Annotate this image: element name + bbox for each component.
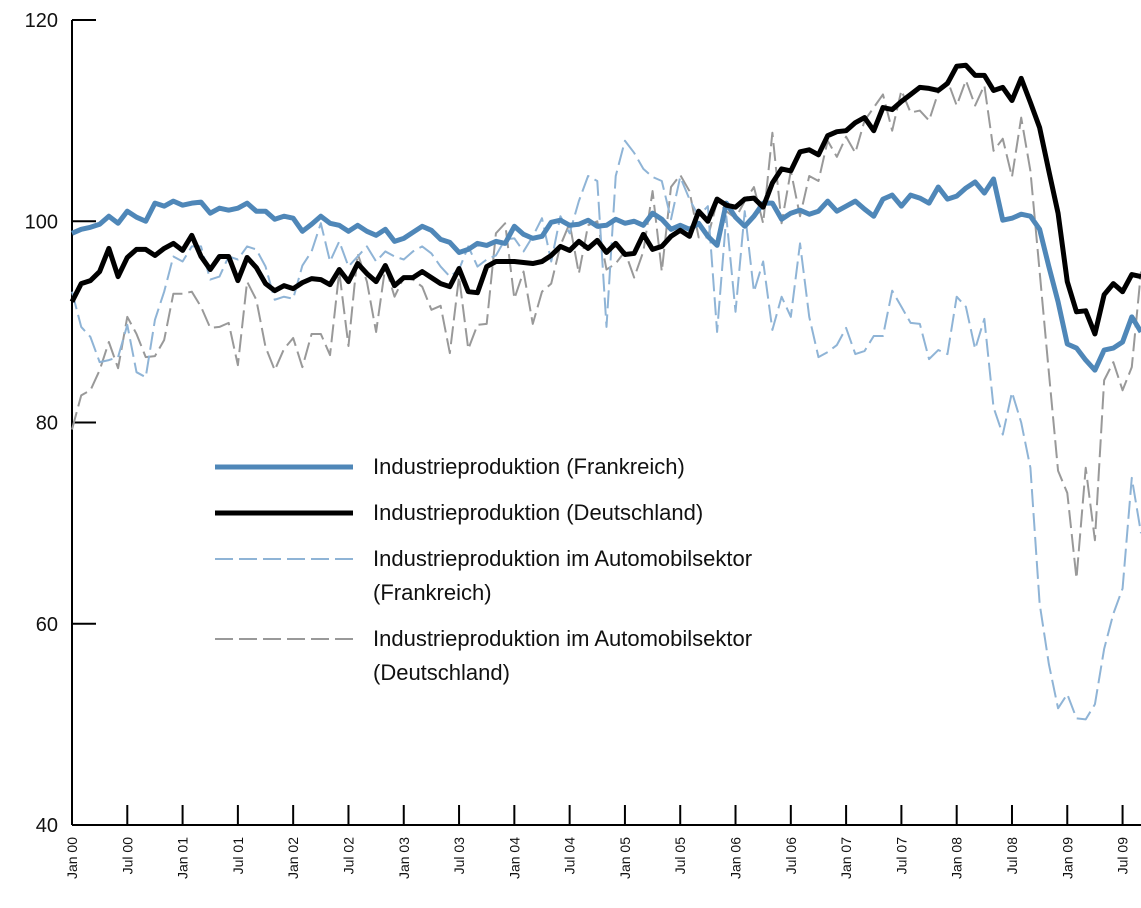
legend-swatch <box>215 558 353 560</box>
legend-label: Industrieproduktion (Frankreich) <box>373 454 685 479</box>
legend-swatch <box>215 510 353 516</box>
series-line <box>71 79 1141 580</box>
x-tick-label: Jul 06 <box>783 837 799 875</box>
y-tick-label: 120 <box>25 10 58 32</box>
x-tick-label: Jan 09 <box>1059 837 1075 879</box>
x-tick-label: Jul 00 <box>119 837 135 875</box>
x-tick-label: Jul 03 <box>451 837 467 875</box>
legend-label: Industrieproduktion (Deutschland) <box>373 500 704 525</box>
legend-item: Industrieproduktion (Frankreich) <box>215 450 753 484</box>
x-tick-label: Jan 06 <box>728 837 744 879</box>
legend-item: Industrieproduktion im Automobilsektor (… <box>215 542 753 610</box>
x-tick-label: Jul 01 <box>230 837 246 875</box>
x-tick-label: Jan 04 <box>506 837 522 879</box>
series-line <box>70 176 1141 373</box>
series-line <box>71 139 1141 721</box>
legend-swatch <box>215 638 353 640</box>
x-tick-label: Jan 07 <box>838 837 854 879</box>
x-tick-label: Jul 04 <box>562 837 578 875</box>
y-tick-label: 100 <box>25 211 58 233</box>
x-tick-label: Jan 02 <box>285 837 301 879</box>
x-tick-label: Jan 03 <box>396 837 412 879</box>
y-tick-label: 40 <box>36 815 58 837</box>
legend-item: Industrieproduktion im Automobilsektor (… <box>215 622 753 690</box>
x-tick-label: Jan 08 <box>949 837 965 879</box>
y-tick-label: 60 <box>36 614 58 636</box>
x-tick-label: Jan 00 <box>64 837 80 879</box>
legend-label: Industrieproduktion im Automobilsektor (… <box>373 626 753 685</box>
y-tick-label: 80 <box>36 413 58 435</box>
legend-label: Industrieproduktion im Automobilsektor (… <box>373 546 753 605</box>
x-tick-label: Jul 09 <box>1115 837 1131 875</box>
series-line <box>69 62 1141 337</box>
x-tick-label: Jul 07 <box>893 837 909 875</box>
x-tick-label: Jan 01 <box>175 837 191 879</box>
x-tick-label: Jul 02 <box>340 837 356 875</box>
legend-swatch <box>215 464 353 470</box>
legend-item: Industrieproduktion (Deutschland) <box>215 496 753 530</box>
x-tick-label: Jul 08 <box>1004 837 1020 875</box>
x-tick-label: Jan 05 <box>617 837 633 879</box>
x-tick-label: Jul 05 <box>672 837 688 875</box>
legend: Industrieproduktion (Frankreich) Industri… <box>215 450 753 702</box>
